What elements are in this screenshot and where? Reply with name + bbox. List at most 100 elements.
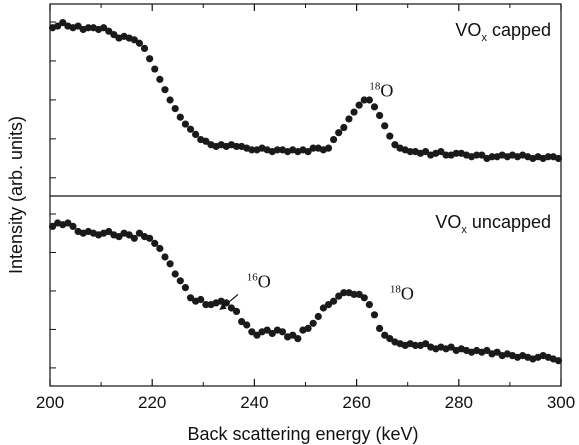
data-point xyxy=(355,290,363,298)
data-point xyxy=(365,301,373,309)
data-point xyxy=(232,142,241,151)
data-point xyxy=(554,357,563,365)
data-point xyxy=(115,233,123,241)
data-point xyxy=(232,307,241,315)
data-point xyxy=(309,144,317,152)
isotope-annotation: 18O xyxy=(369,81,393,101)
data-point xyxy=(493,348,501,356)
data-point xyxy=(100,24,108,32)
data-point xyxy=(130,234,138,242)
data-point xyxy=(135,229,144,237)
data-point xyxy=(478,151,486,159)
data-point xyxy=(391,141,399,149)
data-point xyxy=(146,234,154,242)
data-point xyxy=(140,44,149,53)
data-point xyxy=(330,135,338,144)
data-point xyxy=(437,148,445,156)
data-point xyxy=(135,39,144,47)
data-point xyxy=(227,304,236,312)
data-point xyxy=(289,331,297,339)
data-point xyxy=(268,329,276,338)
data-point xyxy=(151,65,159,73)
data-point xyxy=(304,324,312,332)
isotope-annotation: 16O xyxy=(247,272,271,292)
data-point xyxy=(59,19,67,27)
data-point xyxy=(370,311,379,319)
data-point xyxy=(375,324,384,332)
data-point xyxy=(309,319,317,327)
data-point xyxy=(84,24,92,32)
data-point xyxy=(350,290,358,298)
x-tick-label: 260 xyxy=(342,393,370,412)
data-point xyxy=(192,130,200,138)
data-point xyxy=(105,227,113,236)
data-point xyxy=(324,301,333,309)
data-point xyxy=(335,129,343,137)
x-tick-label: 240 xyxy=(240,393,268,412)
data-point xyxy=(544,153,552,161)
data-point xyxy=(181,120,190,128)
data-point xyxy=(386,335,394,343)
data-point xyxy=(166,96,174,104)
data-point xyxy=(263,326,271,334)
data-point xyxy=(171,270,179,278)
data-point xyxy=(273,146,281,154)
panel-label: VOx capped xyxy=(455,20,551,44)
data-point xyxy=(105,27,113,35)
x-axis-label: Back scattering energy (keV) xyxy=(187,424,418,444)
data-point xyxy=(294,335,302,343)
data-point xyxy=(442,151,450,159)
data-point xyxy=(202,301,210,309)
y-axis-label: Intensity (arb. units) xyxy=(6,116,26,274)
x-tick-label: 220 xyxy=(138,393,166,412)
data-point xyxy=(324,144,333,152)
data-point xyxy=(314,312,322,321)
data-point xyxy=(197,295,205,304)
data-point xyxy=(473,151,481,159)
data-point xyxy=(222,299,230,307)
data-point xyxy=(125,231,133,239)
panel-label: VOx uncapped xyxy=(435,212,551,236)
data-point xyxy=(406,148,414,156)
data-point xyxy=(381,122,389,130)
data-point xyxy=(176,277,184,285)
data-point xyxy=(74,22,82,30)
data-point xyxy=(421,148,430,156)
data-point xyxy=(48,222,57,230)
data-point xyxy=(355,101,363,109)
data-point xyxy=(166,260,174,268)
data-point xyxy=(452,149,460,157)
data-point xyxy=(171,105,179,113)
data-point xyxy=(304,148,312,156)
data-point xyxy=(370,103,379,111)
data-point xyxy=(202,137,210,145)
data-point xyxy=(54,22,62,30)
data-point xyxy=(156,244,164,253)
data-point xyxy=(151,239,159,247)
data-point xyxy=(319,304,327,312)
data-point xyxy=(488,153,496,161)
data-point xyxy=(253,331,261,339)
isotope-annotation: 18O xyxy=(390,284,414,304)
data-point xyxy=(335,292,343,300)
data-point xyxy=(161,253,169,261)
data-point xyxy=(365,96,373,104)
data-point xyxy=(130,36,138,44)
data-point xyxy=(243,321,251,329)
x-tick-label: 300 xyxy=(547,393,575,412)
data-point xyxy=(186,294,195,302)
data-point xyxy=(161,86,169,94)
data-point xyxy=(483,346,491,355)
data-point xyxy=(345,115,353,123)
data-point xyxy=(386,132,394,140)
data-point xyxy=(186,125,195,133)
data-point xyxy=(421,340,430,348)
data-point xyxy=(181,284,190,292)
data-point xyxy=(411,341,419,349)
data-point xyxy=(340,123,348,132)
data-point xyxy=(375,111,384,120)
data-point xyxy=(447,343,455,351)
data-point xyxy=(278,328,287,336)
data-point xyxy=(248,146,256,154)
